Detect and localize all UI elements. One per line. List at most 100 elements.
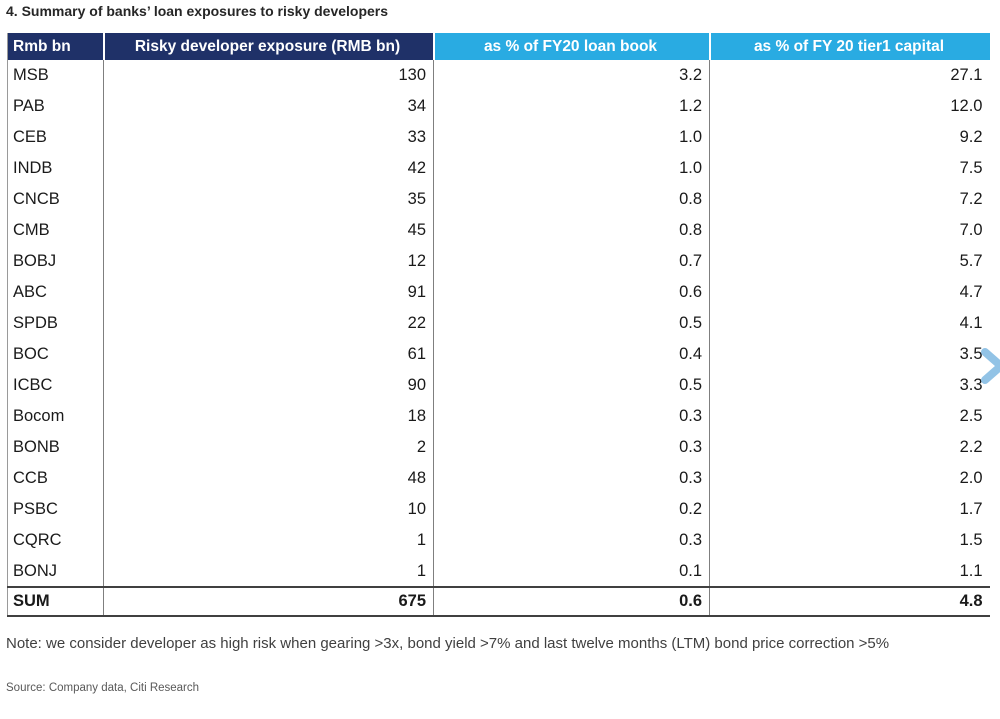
bank-name-cell: PAB (13, 97, 45, 115)
pct-tier1-cell: 7.0 (709, 215, 990, 246)
table-row: INDB 42 1.0 7.5 (8, 153, 990, 184)
col-header-exposure: Risky developer exposure (RMB bn) (102, 33, 434, 60)
bank-name-cell: BONJ (13, 561, 58, 580)
table-row: PSBC 10 0.2 1.7 (8, 494, 990, 525)
pct-loan-book-cell: 0.1 (433, 556, 710, 587)
pct-tier1-cell: 4.7 (709, 277, 990, 308)
table-row: BONB 2 0.3 2.2 (8, 432, 990, 463)
pct-loan-book-cell: 1.0 (433, 122, 710, 153)
pct-tier1-cell: 7.2 (709, 184, 990, 215)
header-row: Rmb bn Risky developer exposure (RMB bn)… (7, 33, 990, 60)
figure-title: 4. Summary of banks’ loan exposures to r… (6, 3, 389, 19)
pct-tier1-cell: 1.5 (709, 525, 990, 556)
bank-name-cell: CNCB (13, 190, 60, 208)
exposure-cell: 48 (103, 463, 434, 494)
bank-name-cell: PSBC (13, 500, 58, 518)
pct-loan-book-cell: 0.3 (433, 432, 710, 463)
pct-loan-book-cell: 1.0 (433, 153, 710, 184)
table-row: BOBJ 12 0.7 5.7 (8, 246, 990, 277)
pct-tier1-cell: 2.5 (709, 401, 990, 432)
sum-pct-loan: 0.6 (433, 586, 710, 617)
bank-name-cell: ICBC (13, 376, 53, 394)
table-row: ICBC 90 0.5 3.3 (8, 370, 990, 401)
table-row: SPDB 22 0.5 4.1 (8, 308, 990, 339)
bank-name-cell: SPDB (13, 314, 58, 332)
pct-tier1-cell: 27.1 (709, 60, 990, 91)
table-row: BOC 61 0.4 3.5 (8, 339, 990, 370)
exposure-cell: 22 (103, 308, 434, 339)
table-row: BONJ 1 0.1 1.1 (8, 556, 990, 587)
col-header-pct-loan: as % of FY20 loan book (432, 33, 710, 60)
sum-pct-tier1: 4.8 (709, 586, 990, 617)
table-body: MSB 130 3.2 27.1 PAB 34 1.2 12.0 CEB 33 1.0 9.2 INDB… (8, 60, 990, 587)
table-row: CCB 48 0.3 2.0 (8, 463, 990, 494)
pct-tier1-cell: 7.5 (709, 153, 990, 184)
pct-tier1-cell: 9.2 (709, 122, 990, 153)
pct-loan-book-cell: 0.3 (433, 401, 710, 432)
note-text: Note: we consider developer as high risk… (6, 635, 890, 652)
pct-loan-book-cell: 0.4 (433, 339, 710, 370)
pct-tier1-cell: 1.1 (709, 556, 990, 587)
bank-name-cell: Bocom (13, 407, 65, 425)
exposure-cell: 42 (103, 153, 434, 184)
source-text: Source: Company data, Citi Research (6, 682, 200, 694)
pct-loan-book-cell: 0.3 (433, 463, 710, 494)
figure-container: 4. Summary of banks’ loan exposures to r… (6, 3, 990, 694)
exposure-cell: 34 (103, 91, 434, 122)
bank-name-cell: BOC (13, 345, 49, 363)
exposure-cell: 2 (103, 432, 434, 463)
bank-name-cell: CEB (13, 128, 47, 146)
bank-name-cell: MSB (13, 66, 49, 84)
col-header-rmb-bn: Rmb bn (7, 33, 104, 60)
table-row: CEB 33 1.0 9.2 (8, 122, 990, 153)
pct-loan-book-cell: 0.8 (433, 184, 710, 215)
exposure-cell: 33 (103, 122, 434, 153)
pct-loan-book-cell: 3.2 (433, 60, 710, 91)
exposure-cell: 35 (103, 184, 434, 215)
bank-name-cell: ABC (13, 283, 47, 301)
pct-loan-book-cell: 0.5 (433, 370, 710, 401)
sum-label: SUM (7, 586, 104, 617)
table-row: Bocom 18 0.3 2.5 (8, 401, 990, 432)
table-row: CNCB 35 0.8 7.2 (8, 184, 990, 215)
pct-loan-book-cell: 0.6 (433, 277, 710, 308)
bank-name-cell: CCB (13, 469, 48, 487)
bank-name-cell: BOBJ (13, 252, 57, 270)
exposure-cell: 1 (103, 556, 434, 587)
exposure-cell: 91 (103, 277, 434, 308)
pct-tier1-cell: 5.7 (709, 246, 990, 277)
sum-row: SUM 675 0.6 4.8 (7, 586, 990, 617)
pct-loan-book-cell: 0.7 (433, 246, 710, 277)
exposure-cell: 12 (103, 246, 434, 277)
pct-tier1-cell: 1.7 (709, 494, 990, 525)
exposure-cell: 10 (103, 494, 434, 525)
pct-loan-book-cell: 0.3 (433, 525, 710, 556)
pct-loan-book-cell: 0.5 (433, 308, 710, 339)
pct-loan-book-cell: 0.8 (433, 215, 710, 246)
bank-name-cell: BONB (13, 438, 60, 456)
pct-tier1-cell: 2.2 (709, 432, 990, 463)
pct-loan-book-cell: 0.2 (433, 494, 710, 525)
exposure-cell: 61 (103, 339, 434, 370)
pct-tier1-cell: 3.3 (709, 370, 990, 401)
pct-loan-book-cell: 1.2 (433, 91, 710, 122)
pct-tier1-cell: 3.5 (709, 339, 990, 370)
sum-exposure: 675 (103, 586, 434, 617)
exposure-cell: 90 (103, 370, 434, 401)
table-row: CMB 45 0.8 7.0 (8, 215, 990, 246)
bank-name-cell: CMB (13, 221, 50, 239)
pct-tier1-cell: 2.0 (709, 463, 990, 494)
table-row: PAB 34 1.2 12.0 (8, 91, 990, 122)
table-row: CQRC 1 0.3 1.5 (8, 525, 990, 556)
table-row: MSB 130 3.2 27.1 (8, 60, 990, 91)
exposure-table: Rmb bn Risky developer exposure (RMB bn)… (7, 33, 990, 617)
exposure-cell: 130 (103, 60, 434, 91)
bank-name-cell: INDB (13, 159, 53, 177)
exposure-cell: 18 (103, 401, 434, 432)
pct-tier1-cell: 12.0 (709, 91, 990, 122)
pct-tier1-cell: 4.1 (709, 308, 990, 339)
table-row: ABC 91 0.6 4.7 (8, 277, 990, 308)
chevron-right-icon[interactable] (981, 348, 1000, 384)
bank-name-cell: CQRC (13, 531, 62, 549)
exposure-cell: 1 (103, 525, 434, 556)
